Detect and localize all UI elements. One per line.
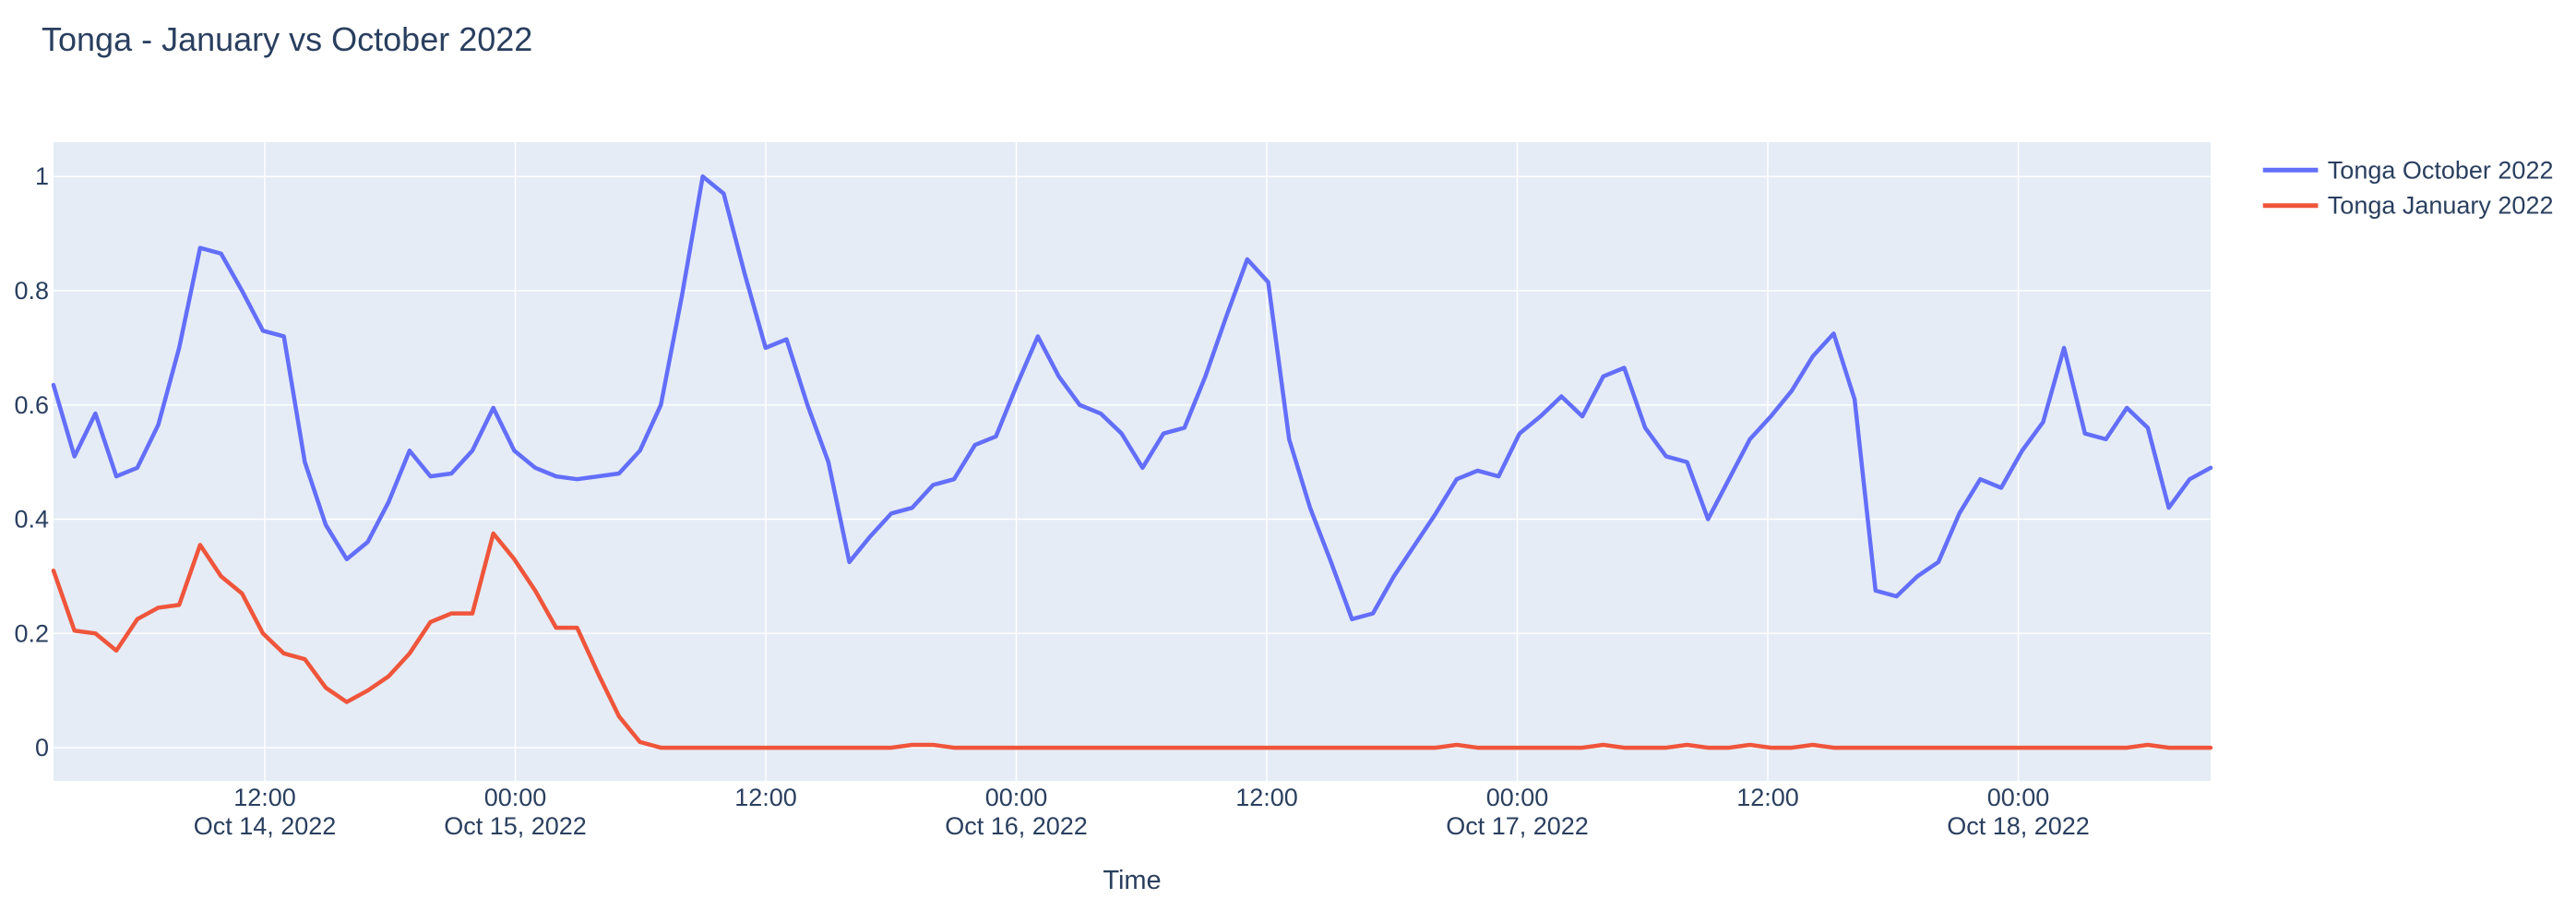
svg-text:0.4: 0.4 [14, 506, 49, 533]
svg-text:12:00: 12:00 [233, 784, 296, 811]
svg-text:Oct 18, 2022: Oct 18, 2022 [1947, 812, 2090, 840]
svg-text:0: 0 [35, 734, 49, 761]
svg-text:Oct 17, 2022: Oct 17, 2022 [1446, 812, 1589, 840]
svg-text:00:00: 00:00 [484, 784, 547, 811]
svg-text:00:00: 00:00 [1987, 784, 2050, 811]
svg-text:0.6: 0.6 [14, 391, 49, 419]
svg-text:12:00: 12:00 [1736, 784, 1799, 811]
svg-text:0.8: 0.8 [14, 277, 49, 305]
svg-text:Tonga October 2022: Tonga October 2022 [2328, 156, 2554, 184]
svg-text:Oct 15, 2022: Oct 15, 2022 [444, 812, 587, 840]
svg-text:0.2: 0.2 [14, 619, 49, 647]
svg-text:12:00: 12:00 [1235, 784, 1298, 811]
svg-text:12:00: 12:00 [734, 784, 797, 811]
svg-text:Time: Time [1103, 866, 1161, 895]
svg-text:Oct 14, 2022: Oct 14, 2022 [194, 812, 337, 840]
svg-text:Oct 16, 2022: Oct 16, 2022 [945, 812, 1088, 840]
svg-text:00:00: 00:00 [1486, 784, 1549, 811]
svg-text:Tonga January 2022: Tonga January 2022 [2328, 192, 2554, 220]
svg-text:1: 1 [35, 162, 49, 190]
svg-text:00:00: 00:00 [985, 784, 1048, 811]
